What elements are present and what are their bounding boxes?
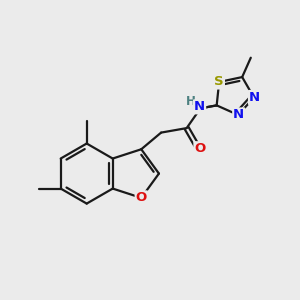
Text: S: S	[214, 76, 224, 88]
Text: N: N	[194, 100, 205, 113]
Text: O: O	[136, 191, 147, 204]
Text: N: N	[249, 91, 260, 104]
Text: N: N	[233, 109, 244, 122]
Text: O: O	[194, 142, 206, 155]
Text: H: H	[186, 95, 196, 108]
